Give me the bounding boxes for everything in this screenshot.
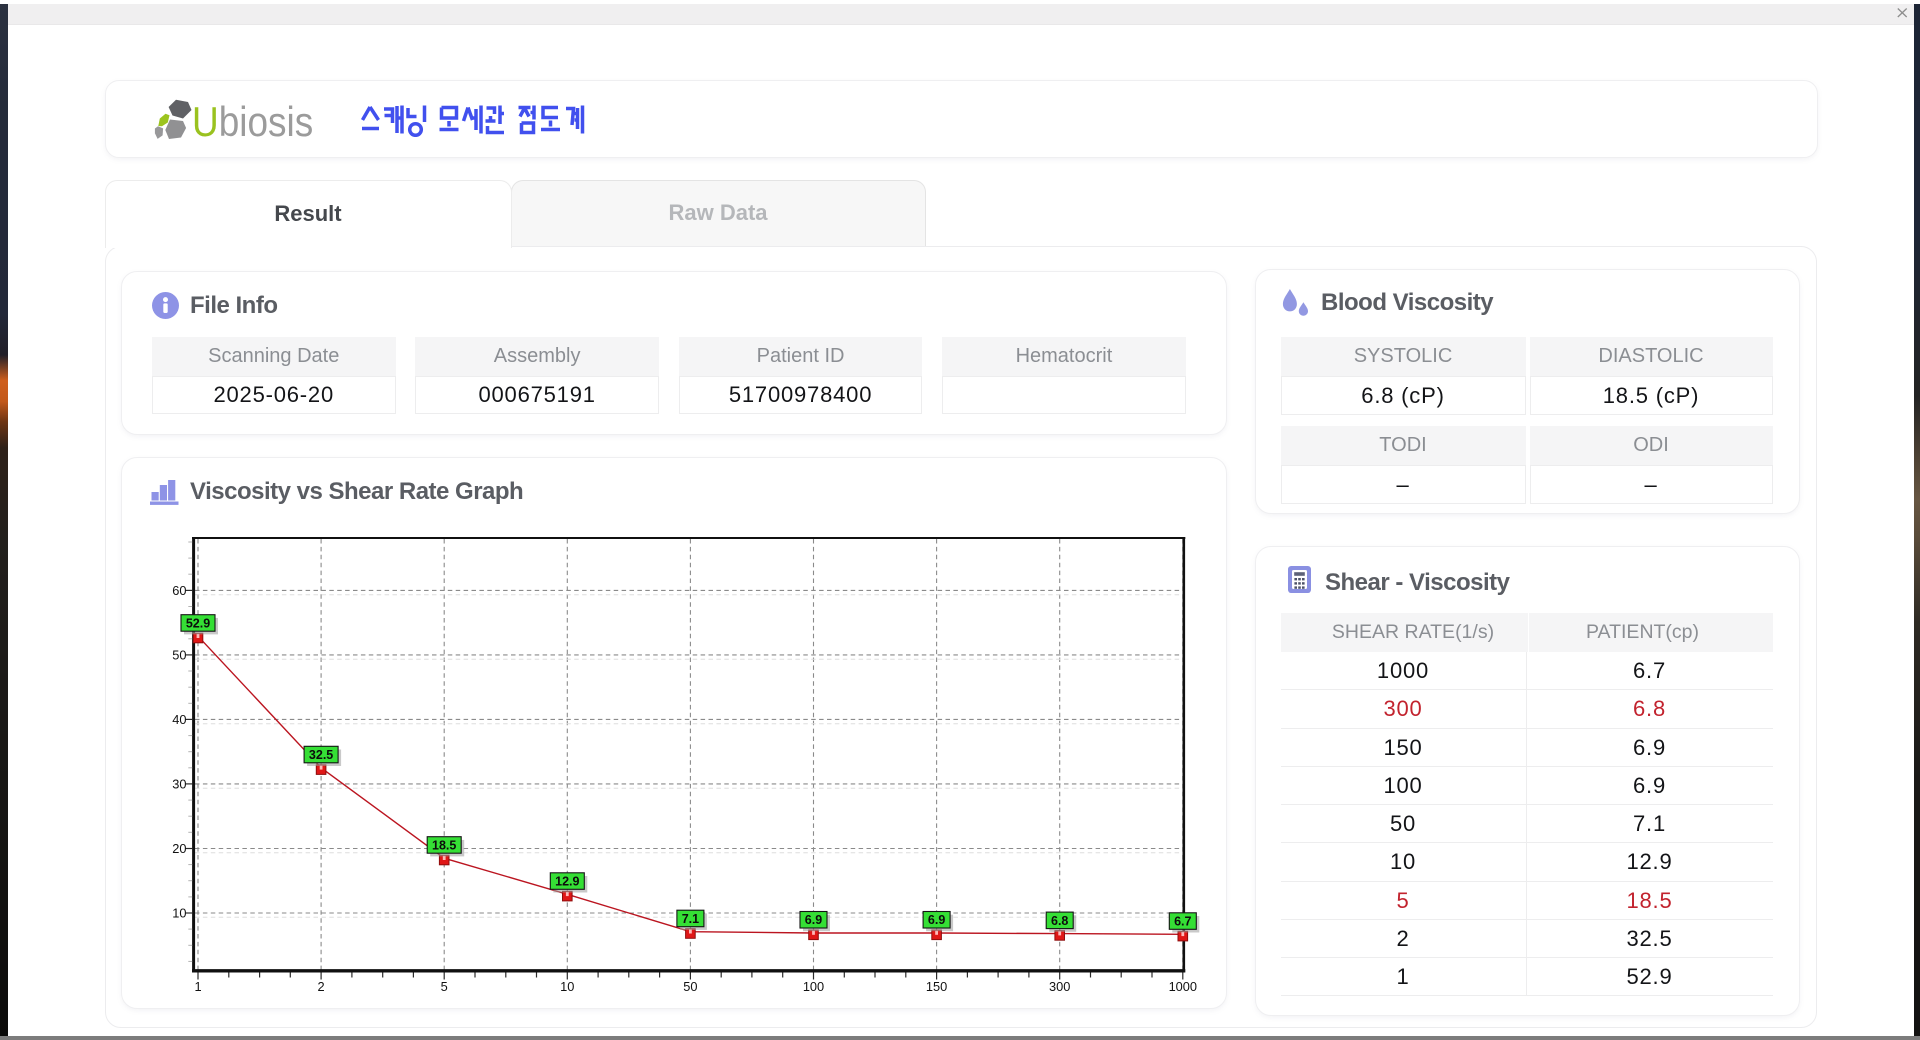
- svg-text:10: 10: [560, 979, 574, 994]
- svg-text:50: 50: [172, 648, 186, 663]
- svg-text:32.5: 32.5: [309, 748, 333, 762]
- svg-text:2: 2: [318, 979, 325, 994]
- svg-text:20: 20: [172, 841, 186, 856]
- svg-text:40: 40: [172, 712, 186, 727]
- svg-text:52.9: 52.9: [186, 616, 210, 630]
- svg-text:10: 10: [172, 906, 186, 921]
- svg-text:1: 1: [194, 979, 201, 994]
- svg-text:50: 50: [683, 979, 697, 994]
- svg-text:6.9: 6.9: [928, 913, 945, 927]
- svg-text:6.7: 6.7: [1174, 915, 1191, 929]
- svg-text:30: 30: [172, 777, 186, 792]
- svg-text:18.5: 18.5: [432, 838, 456, 852]
- svg-text:12.9: 12.9: [555, 875, 579, 889]
- svg-text:6.9: 6.9: [805, 913, 822, 927]
- svg-text:60: 60: [172, 583, 186, 598]
- svg-text:1000: 1000: [1169, 979, 1197, 994]
- svg-text:6.8: 6.8: [1051, 914, 1068, 928]
- svg-text:7.1: 7.1: [682, 912, 699, 926]
- svg-text:5: 5: [441, 979, 448, 994]
- svg-text:300: 300: [1049, 979, 1070, 994]
- svg-text:150: 150: [926, 979, 947, 994]
- svg-text:100: 100: [803, 979, 824, 994]
